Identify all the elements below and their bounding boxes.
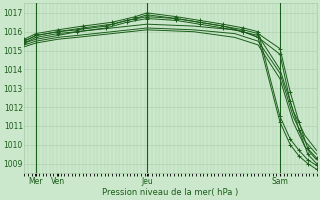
X-axis label: Pression niveau de la mer( hPa ): Pression niveau de la mer( hPa ) <box>102 188 238 197</box>
